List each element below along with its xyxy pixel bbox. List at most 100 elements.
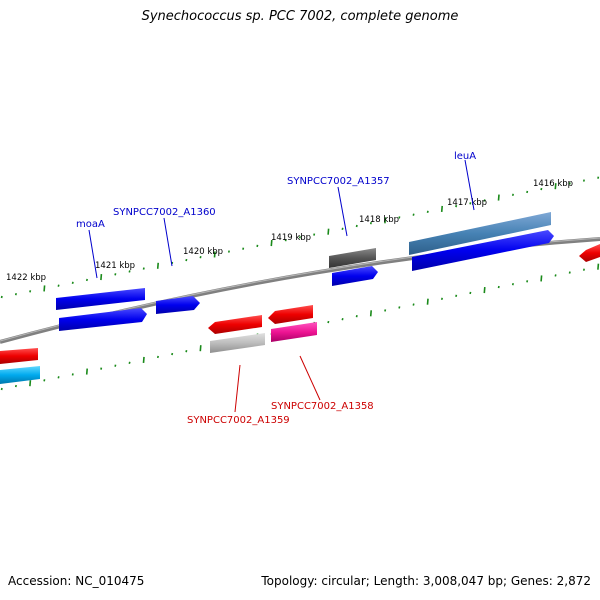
gene-label-leuA: leuA [454, 151, 476, 162]
reverse-strand-genes [0, 244, 600, 384]
gene-A1358-cds[interactable] [271, 322, 317, 342]
gene-left-edge-reverse[interactable] [0, 348, 38, 364]
minor-tick [171, 352, 174, 356]
major-tick [384, 217, 387, 224]
minor-tick [455, 204, 458, 208]
kbp-label-1418: 1418 kbp [359, 215, 399, 225]
minor-tick [185, 349, 188, 353]
minor-tick [298, 236, 301, 239]
gene-right-edge-reverse[interactable] [579, 244, 600, 262]
gene-A1360-arrow[interactable] [156, 296, 200, 314]
kbp-label-1417: 1417 kbp [447, 198, 487, 208]
kbp-label-1419: 1419 kbp [271, 233, 311, 243]
gene-A1359-cds[interactable] [210, 333, 265, 353]
major-tick [43, 285, 46, 292]
minor-tick [355, 224, 358, 228]
minor-tick [398, 306, 401, 309]
minor-tick [469, 291, 472, 295]
minor-tick [242, 247, 245, 250]
gene-A1359-arrow[interactable] [208, 315, 262, 334]
leader-A1357 [337, 186, 348, 237]
minor-tick [455, 294, 458, 298]
kbp-label-1422: 1422 kbp [6, 273, 46, 283]
major-tick [156, 262, 159, 269]
minor-tick [185, 258, 188, 262]
minor-tick [355, 315, 358, 318]
major-tick [142, 356, 145, 363]
minor-tick [142, 267, 145, 270]
minor-tick [199, 256, 202, 259]
minor-tick [440, 297, 443, 300]
minor-tick [156, 355, 159, 359]
minor-tick [128, 270, 131, 273]
minor-tick [526, 190, 529, 194]
gene-label-A1357: SYNPCC7002_A1357 [287, 176, 390, 187]
major-tick [85, 368, 88, 375]
leader-A1359 [234, 364, 241, 413]
minor-tick [29, 290, 32, 293]
major-tick [369, 310, 372, 317]
minor-tick [43, 379, 46, 382]
minor-tick [426, 210, 429, 213]
major-tick [426, 298, 429, 305]
minor-tick [412, 303, 415, 306]
major-tick [497, 194, 500, 201]
minor-tick [327, 320, 330, 324]
minor-tick [369, 221, 372, 225]
minor-tick [0, 295, 3, 299]
label-leaders [88, 159, 475, 413]
minor-tick [412, 213, 415, 216]
minor-tick [114, 364, 117, 367]
gene-moaA-arrow[interactable] [59, 308, 147, 331]
forward-strand-genes [56, 212, 554, 331]
minor-tick [114, 273, 117, 276]
minor-tick [483, 199, 486, 202]
minor-tick [469, 202, 472, 205]
minor-tick [597, 176, 600, 179]
major-tick [597, 263, 600, 270]
minor-tick [227, 250, 230, 253]
minor-tick [398, 216, 401, 219]
gene-label-A1359: SYNPCC7002_A1359 [187, 415, 290, 426]
major-tick [270, 239, 273, 247]
major-tick [483, 286, 486, 294]
minor-tick [100, 367, 103, 370]
minor-tick [341, 317, 344, 321]
outer-tick-marks [0, 176, 600, 299]
kbp-label-1420: 1420 kbp [183, 247, 223, 257]
kbp-label-1416: 1416 kbp [533, 179, 573, 189]
major-tick [213, 251, 216, 258]
minor-tick [57, 284, 60, 287]
gene-A1357-cds[interactable] [329, 248, 376, 268]
gene-leuA-arrow[interactable] [412, 230, 554, 271]
minor-tick [540, 187, 543, 191]
gene-A1358-arrow[interactable] [268, 305, 313, 324]
minor-tick [0, 387, 3, 391]
gene-leuA-cds[interactable] [409, 212, 551, 255]
major-tick [327, 228, 330, 235]
minor-tick [568, 182, 571, 185]
major-tick [199, 345, 202, 352]
minor-tick [14, 384, 17, 388]
gene-label-A1358: SYNPCC7002_A1358 [271, 401, 374, 412]
leader-moaA [88, 229, 98, 279]
gene-left-edge-cyan[interactable] [0, 366, 40, 384]
leader-leuA [464, 159, 475, 211]
minor-tick [526, 280, 529, 283]
minor-tick [71, 281, 74, 284]
minor-tick [128, 361, 131, 364]
minor-tick [256, 244, 259, 248]
minor-tick [57, 376, 60, 379]
map-title: Synechococcus sp. PCC 7002, complete gen… [141, 9, 459, 24]
minor-tick [341, 227, 344, 231]
minor-tick [313, 233, 316, 236]
minor-tick [554, 274, 557, 277]
minor-tick [71, 373, 74, 376]
gene-A1357-arrow[interactable] [332, 266, 378, 286]
gene-moaA-cds[interactable] [56, 288, 145, 310]
gene-label-moaA: moaA [76, 219, 105, 230]
minor-tick [85, 278, 88, 282]
leader-A1358 [299, 355, 321, 401]
minor-tick [511, 283, 514, 286]
